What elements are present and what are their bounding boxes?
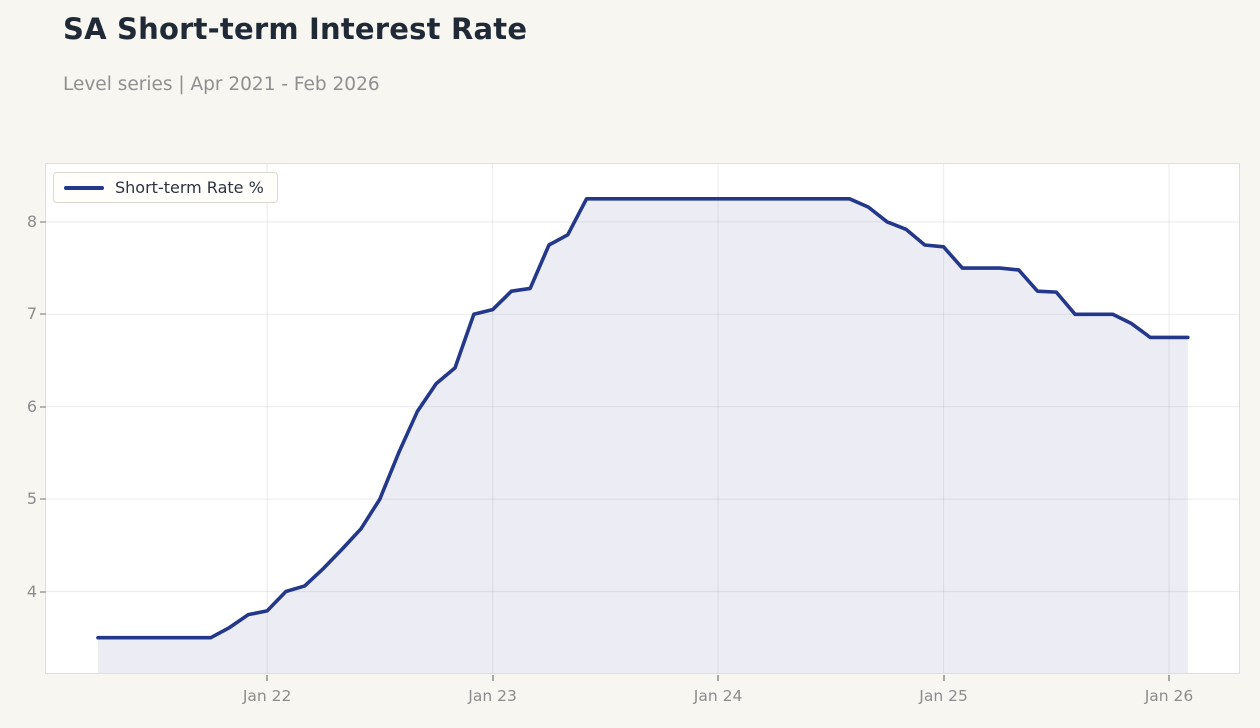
x-tick-label: Jan 24 [693, 687, 743, 705]
series-line [96, 197, 1190, 640]
y-tick-label: 5 [26, 489, 37, 509]
chart-plot-area: Short-term Rate % [45, 163, 1240, 674]
x-tick-label: Jan 22 [242, 687, 292, 705]
x-tick-mark [942, 675, 945, 681]
y-tick-mark [40, 405, 46, 408]
y-tick-label: 8 [26, 211, 37, 231]
x-tick-label: Jan 23 [468, 687, 517, 705]
legend-label: Short-term Rate % [115, 178, 264, 197]
x-tick-mark [491, 675, 494, 681]
y-tick-mark [40, 590, 46, 593]
x-tick-mark [1168, 675, 1171, 681]
y-tick-label: 4 [26, 581, 37, 601]
y-tick-mark [40, 313, 46, 316]
x-tick-label: Jan 26 [1144, 687, 1194, 705]
y-tick-mark [40, 220, 46, 223]
x-tick-label: Jan 25 [919, 687, 968, 705]
y-tick-label: 6 [26, 396, 37, 416]
y-tick-label: 7 [26, 304, 37, 324]
legend: Short-term Rate % [53, 172, 278, 203]
y-tick-mark [40, 498, 46, 501]
series-area-fill [98, 198, 1188, 673]
rate-line-chart [46, 164, 1239, 673]
x-tick-mark [266, 675, 269, 681]
x-tick-mark [717, 675, 720, 681]
page-title: SA Short-term Interest Rate [63, 12, 528, 46]
chart-subtitle: Level series | Apr 2021 - Feb 2026 [63, 74, 380, 95]
legend-line-swatch [64, 185, 104, 190]
